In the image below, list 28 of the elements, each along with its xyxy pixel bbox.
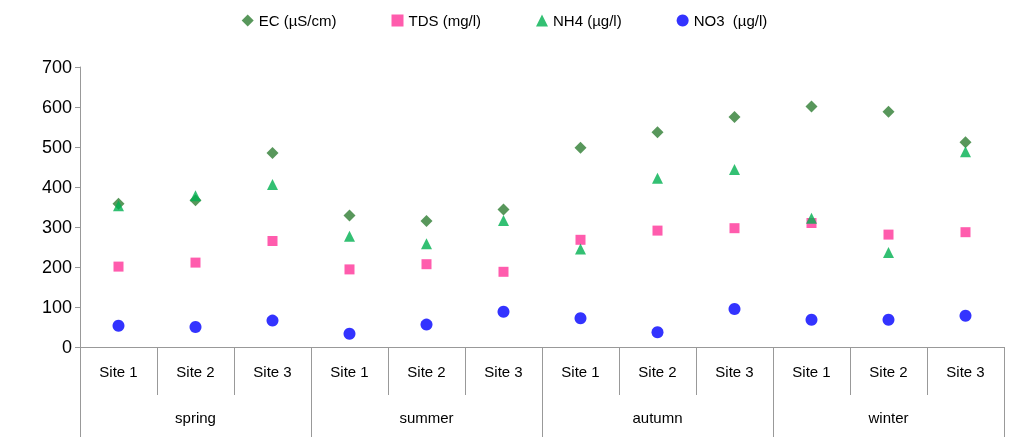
text: spring <box>175 409 216 426</box>
x-tick-label: Site 2 <box>638 363 677 380</box>
y-tick-label: 0 <box>61 337 72 357</box>
x-tick-label: Site 2 <box>869 363 908 380</box>
x-tick-label: Site 3 <box>484 363 523 380</box>
legend-label: TDS (mg/l) <box>408 12 481 29</box>
x-tick-label: Site 2 <box>407 363 446 380</box>
x-tick-label: Site 1 <box>330 363 369 380</box>
x-tick-label: Site 3 <box>946 363 985 380</box>
y-tick-label: 700 <box>41 57 72 77</box>
y-tick-label: 100 <box>41 297 72 317</box>
x-tick-label: Site 2 <box>176 363 215 380</box>
x-tick-label: Site 1 <box>561 363 600 380</box>
x-tick-label: Site 1 <box>99 363 138 380</box>
text: summer <box>399 409 454 426</box>
legend-label: EC (µS/cm) <box>258 12 337 29</box>
y-tick-label: 200 <box>41 257 72 277</box>
legend-label: NO3 (µg/l) <box>693 12 768 29</box>
x-tick-label: Site 1 <box>792 363 831 380</box>
x-tick-label: Site 3 <box>715 363 754 380</box>
text: winter <box>867 409 909 426</box>
y-tick-label: 600 <box>41 97 72 117</box>
y-tick-label: 300 <box>41 217 72 237</box>
x-tick-label: Site 3 <box>253 363 292 380</box>
y-tick-label: 500 <box>41 137 72 157</box>
legend-label: NH4 (µg/l) <box>553 12 622 29</box>
y-tick-label: 400 <box>41 177 72 197</box>
text: autumn <box>632 409 683 426</box>
